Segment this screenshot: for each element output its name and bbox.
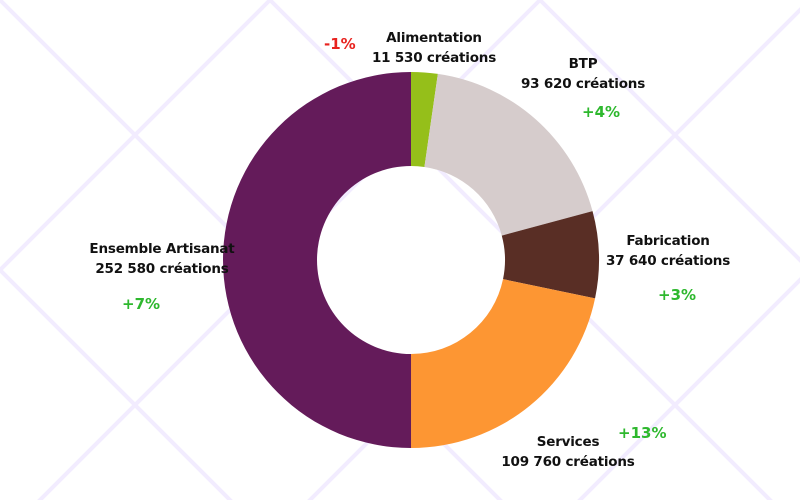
change-btp: +4%	[582, 103, 621, 121]
label-name: Fabrication	[626, 233, 710, 249]
label-btp: BTP 93 620 créations	[513, 54, 653, 94]
label-name: Alimentation	[386, 30, 482, 46]
change-ensemble-artisanat: +7%	[122, 295, 161, 313]
label-name: Services	[536, 434, 600, 450]
pattern-line	[0, 0, 272, 273]
slice-ensemble-artisanat	[223, 72, 412, 448]
slice-btp	[424, 73, 593, 236]
change-fabrication: +3%	[658, 286, 697, 304]
slice-services	[411, 279, 596, 448]
slice-alimentation	[411, 72, 438, 167]
slice-fabrication	[501, 211, 599, 299]
change-services: +13%	[618, 424, 667, 442]
label-name: BTP	[568, 56, 598, 72]
label-value: 11 530 créations	[371, 50, 497, 66]
label-value: 93 620 créations	[520, 76, 646, 92]
label-alimentation: Alimentation 11 530 créations	[364, 28, 504, 68]
change-alimentation: -1%	[324, 35, 356, 53]
label-ensemble-artisanat: Ensemble Artisanat 252 580 créations	[62, 239, 262, 279]
pattern-line	[0, 267, 233, 500]
label-fabrication: Fabrication 37 640 créations	[598, 231, 738, 271]
label-value: 109 760 créations	[501, 454, 635, 470]
pattern-line	[538, 0, 800, 263]
label-name: Ensemble Artisanat	[89, 241, 235, 257]
label-services: Services 109 760 créations	[498, 432, 638, 472]
pattern-line	[577, 277, 800, 500]
label-value: 252 580 créations	[95, 261, 229, 277]
label-value: 37 640 créations	[605, 253, 731, 269]
